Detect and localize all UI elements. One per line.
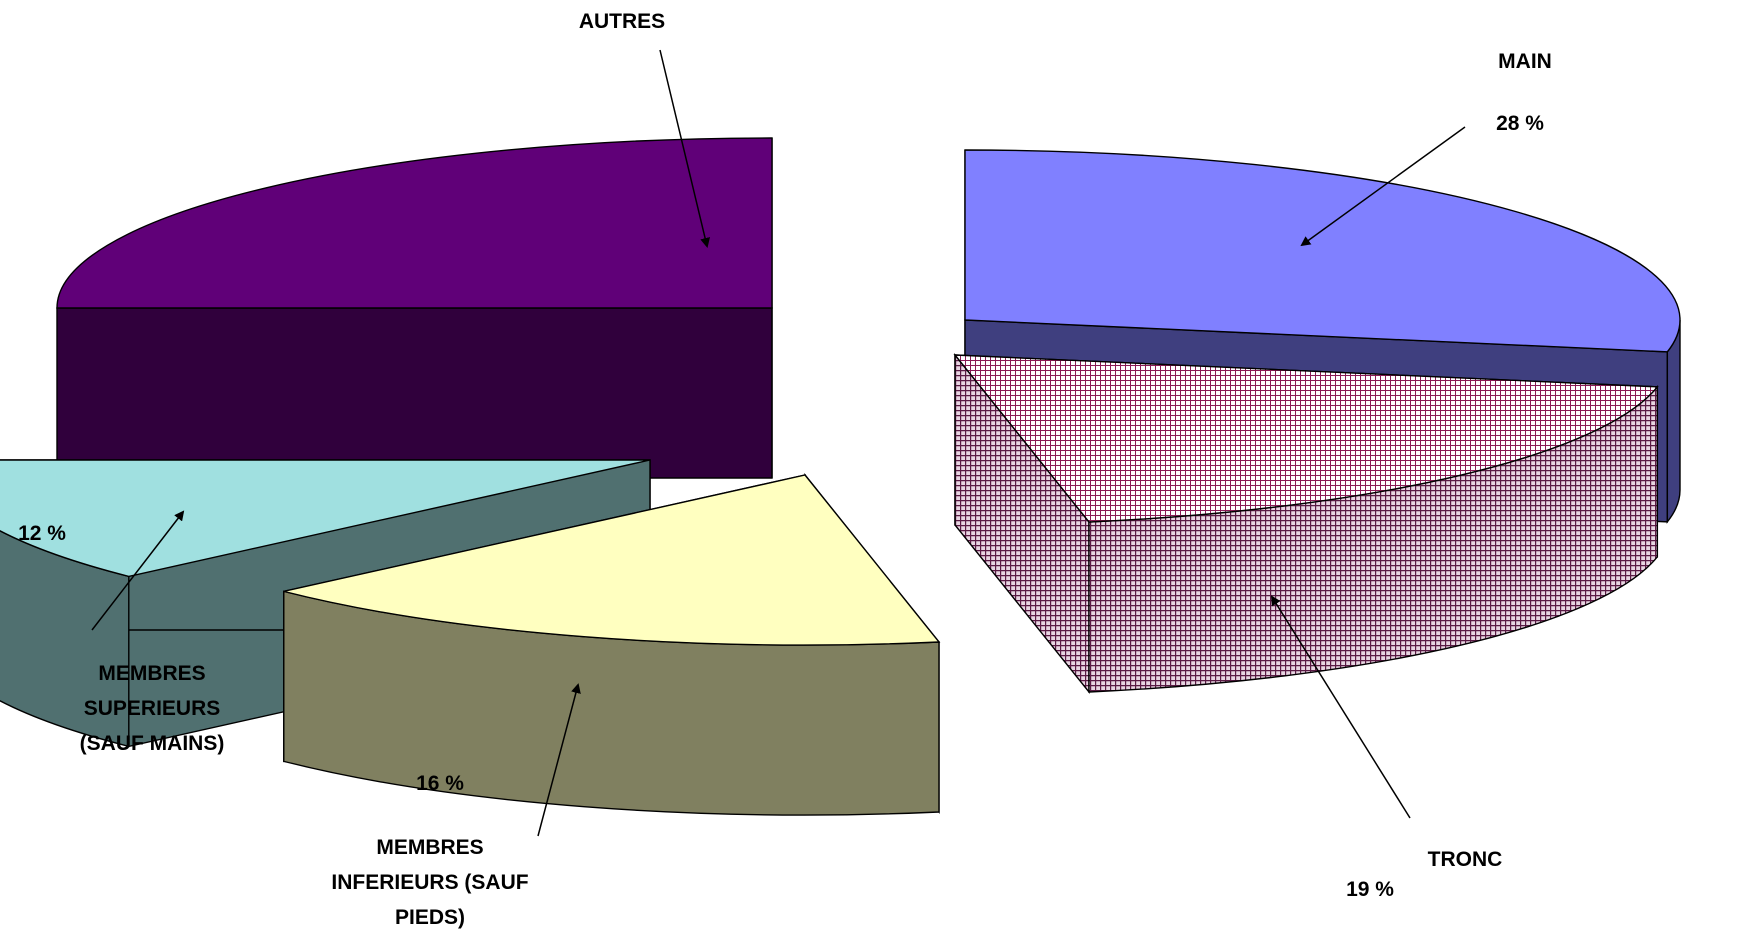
slice-top xyxy=(953,354,1659,523)
slice-value-4: 12 % xyxy=(18,522,66,545)
slice-top xyxy=(56,137,773,309)
slice-value-3: 16 % xyxy=(416,772,464,795)
leader-line-5 xyxy=(659,49,710,248)
leader-line-4 xyxy=(91,510,185,631)
leader-line-3 xyxy=(537,683,581,837)
pie-slice-2 xyxy=(953,353,1659,694)
slice-top xyxy=(0,459,651,578)
slice-label-4: MEMBRES SUPERIEURS (SAUF MAINS) xyxy=(80,662,225,755)
pie-slice-3 xyxy=(283,473,941,816)
slice-top xyxy=(283,474,941,646)
slice-label-5: AUTRES xyxy=(579,10,665,33)
slice-top xyxy=(964,149,1681,353)
slice-label-3: MEMBRES INFERIEURS (SAUF PIEDS) xyxy=(331,836,528,929)
slice-label-1: MAIN xyxy=(1498,50,1552,73)
slice-label-2: TRONC xyxy=(1428,848,1503,871)
leader-line-1 xyxy=(1300,126,1466,247)
pie-slice-5 xyxy=(56,137,773,479)
slice-radial-face xyxy=(56,307,773,479)
slice-value-2: 19 % xyxy=(1346,878,1394,901)
leader-line-2 xyxy=(1270,595,1411,819)
slice-value-1: 28 % xyxy=(1496,112,1544,135)
